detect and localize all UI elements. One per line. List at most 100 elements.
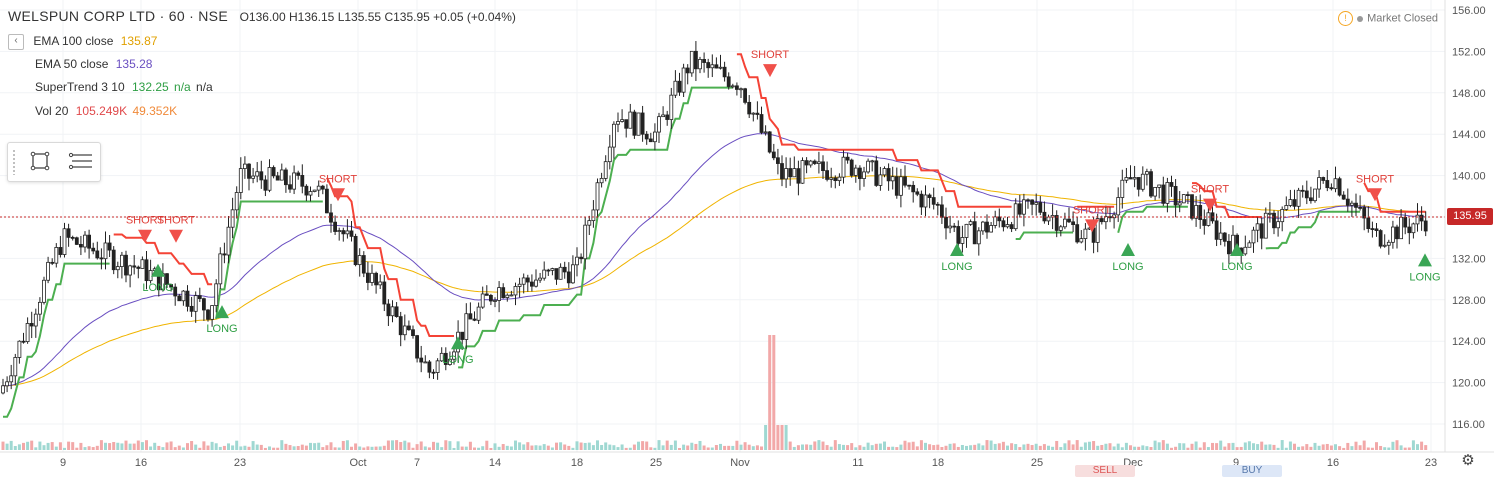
volume-bar: [960, 444, 964, 450]
ohlc-values: O136.00 H136.15 L135.55 C135.95 +0.05 (+…: [240, 10, 516, 24]
candle-body: [197, 295, 202, 300]
price-tick-label: 124.00: [1452, 336, 1486, 348]
supertrend-up: [1015, 231, 1074, 240]
volume-bar: [538, 445, 542, 450]
candle-body: [1218, 232, 1223, 240]
candle-body: [940, 204, 944, 218]
candle-body: [866, 160, 870, 173]
volume-bar: [341, 440, 345, 450]
candle-body: [1181, 194, 1186, 204]
candle-body: [1169, 182, 1174, 187]
buy-button[interactable]: BUY: [1222, 465, 1282, 477]
gear-icon[interactable]: ⚙: [1461, 452, 1475, 469]
candle-body: [337, 230, 342, 232]
time-tick-label: 7: [414, 457, 420, 469]
rectangle-tool-icon[interactable]: [30, 151, 50, 171]
volume-bar: [116, 442, 120, 450]
volume-bar: [1420, 441, 1424, 450]
candle-body: [542, 269, 547, 279]
indicator-ema50[interactable]: EMA 50 close 135.28: [35, 57, 152, 71]
candle-body: [632, 111, 637, 136]
indicator-volume[interactable]: Vol 20 105.249K 49.352K: [35, 104, 177, 118]
candle-body: [406, 325, 411, 331]
candle-body: [1362, 207, 1367, 219]
high-value: H136.15: [288, 10, 335, 24]
candle-body: [1067, 218, 1071, 223]
volume-bar: [911, 441, 915, 450]
candle-body: [242, 163, 247, 169]
candle-body: [571, 264, 575, 284]
candle-body: [1411, 223, 1416, 234]
supertrend-up: [3, 262, 110, 418]
volume-bar: [751, 446, 755, 450]
candle-body: [878, 174, 883, 186]
volume-bar: [858, 445, 862, 450]
volume-bar: [878, 443, 882, 450]
volume-bar: [1362, 440, 1366, 450]
price-tick-label: 144.00: [1452, 129, 1486, 141]
candle-body: [1202, 219, 1207, 226]
volume-bar: [932, 445, 936, 450]
long-signal-label: LONG: [442, 354, 473, 366]
volume-bar: [628, 447, 632, 450]
volume-bar: [1272, 444, 1276, 450]
volume-bar: [1075, 440, 1079, 450]
candle-body: [189, 305, 194, 312]
candle-body: [1333, 178, 1338, 190]
candle-body: [259, 171, 264, 181]
supertrend-up: [215, 200, 323, 320]
volume-bar: [1178, 443, 1182, 450]
candle-body: [628, 111, 633, 129]
volume-bar: [907, 442, 911, 450]
sell-button[interactable]: SELL: [1075, 465, 1135, 477]
volume-bar: [292, 446, 296, 450]
candle-body: [1116, 197, 1121, 216]
candle-body: [739, 88, 743, 91]
volume-bar: [866, 442, 870, 450]
collapse-legend-button[interactable]: ‹: [8, 34, 24, 50]
lines-tool-icon[interactable]: [68, 151, 94, 171]
candle-body: [517, 283, 522, 287]
short-signal-label: SHORT: [157, 215, 196, 227]
volume-bar: [304, 445, 308, 450]
volume-bar: [1252, 443, 1255, 450]
warning-icon[interactable]: !: [1338, 11, 1354, 26]
volume-bar: [1223, 446, 1227, 450]
candle-body: [132, 265, 137, 268]
candle-body: [1186, 194, 1190, 196]
volume-bar: [50, 442, 54, 450]
volume-bar: [723, 445, 727, 450]
candle-body: [1157, 184, 1162, 188]
candle-body: [960, 237, 965, 244]
long-signal-label: LONG: [941, 261, 972, 273]
candle-body: [497, 287, 502, 301]
candle-body: [95, 250, 100, 259]
volume-bar: [694, 443, 698, 450]
volume-bar: [300, 444, 304, 450]
indicator-ema100[interactable]: ‹ EMA 100 close 135.87: [8, 34, 157, 50]
volume-bar: [22, 442, 25, 450]
volume-bar: [194, 444, 198, 450]
candle-body: [1288, 199, 1293, 206]
drag-handle-icon[interactable]: [12, 149, 16, 175]
candle-body: [550, 268, 555, 271]
volume-bar: [354, 443, 358, 450]
volume-bar: [813, 441, 817, 450]
candle-body: [300, 175, 305, 187]
candle-body: [374, 272, 379, 286]
drawing-toolbar[interactable]: [7, 142, 101, 182]
candle-body: [423, 361, 428, 364]
candle-body: [894, 176, 899, 196]
candle-body: [1022, 199, 1026, 215]
candle-body: [780, 163, 784, 180]
candle-body: [460, 331, 465, 340]
price-tick-label: 132.00: [1452, 253, 1486, 265]
candle-body: [1017, 203, 1022, 215]
volume-bar: [682, 444, 686, 450]
candle-body: [730, 85, 735, 88]
volume-bar: [1026, 443, 1030, 450]
volume-bar: [63, 447, 66, 450]
indicator-supertrend[interactable]: SuperTrend 3 10 132.25 n/a n/a: [35, 80, 213, 94]
volume-bar: [1247, 441, 1251, 450]
